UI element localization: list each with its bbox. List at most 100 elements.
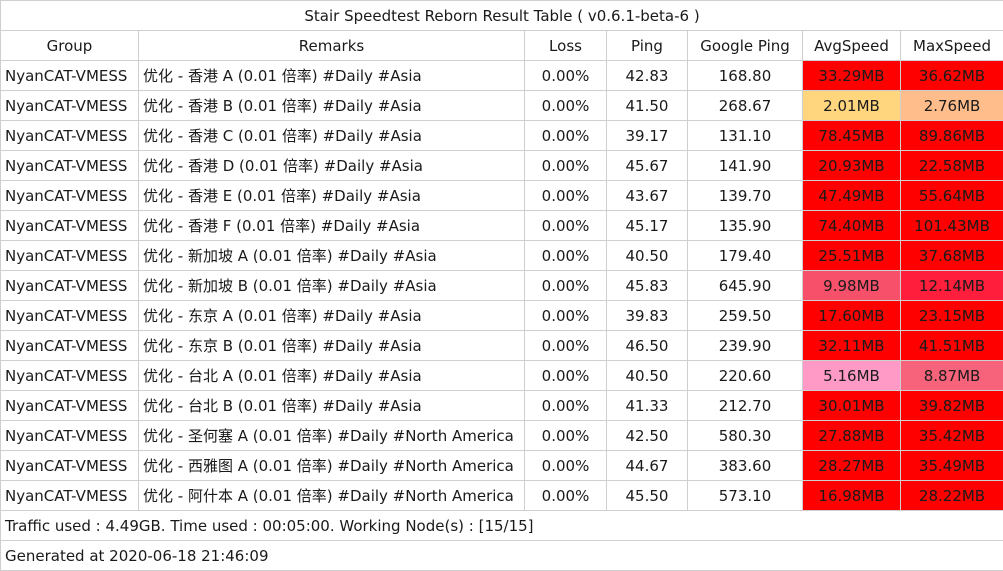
- cell-avg-speed: 74.40MB: [803, 211, 901, 241]
- cell-loss: 0.00%: [525, 121, 607, 151]
- cell-remarks: 优化 - 香港 C (0.01 倍率) #Daily #Asia: [139, 121, 525, 151]
- cell-ping: 45.17: [607, 211, 688, 241]
- cell-remarks: 优化 - 新加坡 A (0.01 倍率) #Daily #Asia: [139, 241, 525, 271]
- footer-generated-row: Generated at 2020-06-18 21:46:09: [1, 541, 1003, 571]
- cell-remarks: 优化 - 香港 B (0.01 倍率) #Daily #Asia: [139, 91, 525, 121]
- cell-loss: 0.00%: [525, 481, 607, 511]
- cell-avg-speed: 32.11MB: [803, 331, 901, 361]
- cell-avg-speed: 25.51MB: [803, 241, 901, 271]
- cell-avg-speed: 9.98MB: [803, 271, 901, 301]
- cell-ping: 42.50: [607, 421, 688, 451]
- cell-ping: 40.50: [607, 361, 688, 391]
- cell-remarks: 优化 - 新加坡 B (0.01 倍率) #Daily #Asia: [139, 271, 525, 301]
- cell-avg-speed: 2.01MB: [803, 91, 901, 121]
- cell-max-speed: 12.14MB: [901, 271, 1003, 301]
- header-google-ping: Google Ping: [688, 31, 803, 61]
- cell-loss: 0.00%: [525, 451, 607, 481]
- cell-avg-speed: 16.98MB: [803, 481, 901, 511]
- cell-loss: 0.00%: [525, 151, 607, 181]
- cell-google-ping: 259.50: [688, 301, 803, 331]
- cell-avg-speed: 30.01MB: [803, 391, 901, 421]
- cell-loss: 0.00%: [525, 361, 607, 391]
- cell-group: NyanCAT-VMESS: [1, 211, 139, 241]
- table-title: Stair Speedtest Reborn Result Table ( v0…: [1, 1, 1003, 31]
- cell-ping: 41.33: [607, 391, 688, 421]
- cell-loss: 0.00%: [525, 241, 607, 271]
- header-row: Group Remarks Loss Ping Google Ping AvgS…: [1, 31, 1003, 61]
- cell-group: NyanCAT-VMESS: [1, 391, 139, 421]
- cell-loss: 0.00%: [525, 271, 607, 301]
- cell-avg-speed: 78.45MB: [803, 121, 901, 151]
- cell-remarks: 优化 - 香港 A (0.01 倍率) #Daily #Asia: [139, 61, 525, 91]
- header-remarks: Remarks: [139, 31, 525, 61]
- cell-ping: 45.67: [607, 151, 688, 181]
- header-loss: Loss: [525, 31, 607, 61]
- cell-avg-speed: 5.16MB: [803, 361, 901, 391]
- cell-max-speed: 2.76MB: [901, 91, 1003, 121]
- cell-remarks: 优化 - 台北 B (0.01 倍率) #Daily #Asia: [139, 391, 525, 421]
- cell-max-speed: 22.58MB: [901, 151, 1003, 181]
- cell-remarks: 优化 - 西雅图 A (0.01 倍率) #Daily #North Ameri…: [139, 451, 525, 481]
- cell-google-ping: 580.30: [688, 421, 803, 451]
- cell-max-speed: 35.42MB: [901, 421, 1003, 451]
- header-avg-speed: AvgSpeed: [803, 31, 901, 61]
- cell-group: NyanCAT-VMESS: [1, 481, 139, 511]
- title-row: Stair Speedtest Reborn Result Table ( v0…: [1, 1, 1003, 31]
- cell-max-speed: 23.15MB: [901, 301, 1003, 331]
- cell-max-speed: 8.87MB: [901, 361, 1003, 391]
- cell-loss: 0.00%: [525, 391, 607, 421]
- cell-remarks: 优化 - 东京 B (0.01 倍率) #Daily #Asia: [139, 331, 525, 361]
- cell-remarks: 优化 - 台北 A (0.01 倍率) #Daily #Asia: [139, 361, 525, 391]
- cell-max-speed: 39.82MB: [901, 391, 1003, 421]
- cell-ping: 39.17: [607, 121, 688, 151]
- cell-group: NyanCAT-VMESS: [1, 91, 139, 121]
- cell-google-ping: 141.90: [688, 151, 803, 181]
- cell-ping: 45.83: [607, 271, 688, 301]
- cell-remarks: 优化 - 东京 A (0.01 倍率) #Daily #Asia: [139, 301, 525, 331]
- footer-generated: Generated at 2020-06-18 21:46:09: [1, 541, 1003, 571]
- cell-google-ping: 212.70: [688, 391, 803, 421]
- cell-group: NyanCAT-VMESS: [1, 361, 139, 391]
- cell-google-ping: 220.60: [688, 361, 803, 391]
- cell-remarks: 优化 - 香港 E (0.01 倍率) #Daily #Asia: [139, 181, 525, 211]
- cell-group: NyanCAT-VMESS: [1, 451, 139, 481]
- cell-google-ping: 573.10: [688, 481, 803, 511]
- cell-google-ping: 383.60: [688, 451, 803, 481]
- cell-avg-speed: 27.88MB: [803, 421, 901, 451]
- cell-max-speed: 36.62MB: [901, 61, 1003, 91]
- cell-google-ping: 139.70: [688, 181, 803, 211]
- cell-google-ping: 168.80: [688, 61, 803, 91]
- cell-avg-speed: 33.29MB: [803, 61, 901, 91]
- cell-google-ping: 645.90: [688, 271, 803, 301]
- cell-ping: 45.50: [607, 481, 688, 511]
- cell-group: NyanCAT-VMESS: [1, 121, 139, 151]
- cell-ping: 44.67: [607, 451, 688, 481]
- cell-group: NyanCAT-VMESS: [1, 301, 139, 331]
- cell-loss: 0.00%: [525, 421, 607, 451]
- cell-group: NyanCAT-VMESS: [1, 61, 139, 91]
- cell-loss: 0.00%: [525, 331, 607, 361]
- cell-google-ping: 179.40: [688, 241, 803, 271]
- cell-max-speed: 89.86MB: [901, 121, 1003, 151]
- cell-ping: 39.83: [607, 301, 688, 331]
- cell-remarks: 优化 - 阿什本 A (0.01 倍率) #Daily #North Ameri…: [139, 481, 525, 511]
- header-ping: Ping: [607, 31, 688, 61]
- cell-max-speed: 28.22MB: [901, 481, 1003, 511]
- cell-google-ping: 135.90: [688, 211, 803, 241]
- header-max-speed: MaxSpeed: [901, 31, 1003, 61]
- cell-remarks: 优化 - 香港 F (0.01 倍率) #Daily #Asia: [139, 211, 525, 241]
- cell-ping: 40.50: [607, 241, 688, 271]
- cell-group: NyanCAT-VMESS: [1, 181, 139, 211]
